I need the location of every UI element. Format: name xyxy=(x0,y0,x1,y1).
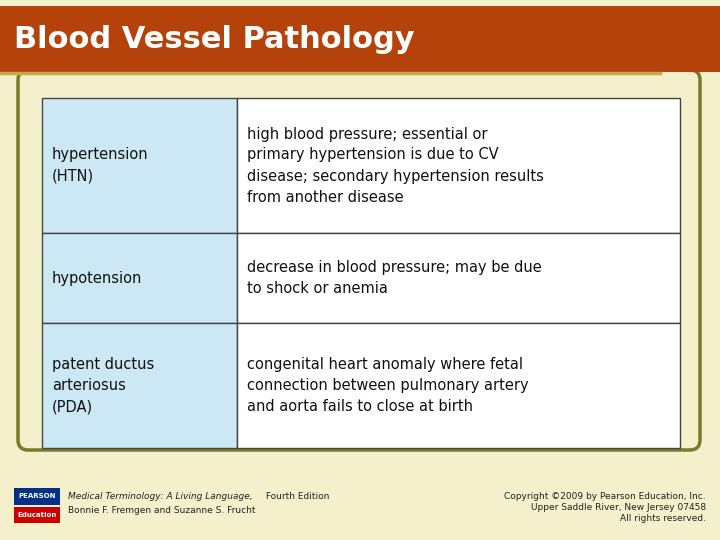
Text: Bonnie F. Fremgen and Suzanne S. Frucht: Bonnie F. Fremgen and Suzanne S. Frucht xyxy=(68,506,256,515)
Text: Blood Vessel Pathology: Blood Vessel Pathology xyxy=(14,24,415,53)
Text: Education: Education xyxy=(17,512,57,518)
Bar xyxy=(14,488,60,505)
Bar xyxy=(42,233,237,323)
Bar xyxy=(14,507,60,523)
Text: Fourth Edition: Fourth Edition xyxy=(263,492,329,501)
Bar xyxy=(0,0,720,6)
Bar xyxy=(237,323,680,448)
Text: patent ductus
arteriosus
(PDA): patent ductus arteriosus (PDA) xyxy=(52,357,154,414)
Text: decrease in blood pressure; may be due
to shock or anemia: decrease in blood pressure; may be due t… xyxy=(247,260,541,296)
Bar xyxy=(42,323,237,448)
Bar xyxy=(42,98,237,233)
Bar xyxy=(237,98,680,233)
Text: Copyright ©2009 by Pearson Education, Inc.: Copyright ©2009 by Pearson Education, In… xyxy=(505,492,706,501)
Text: high blood pressure; essential or
primary hypertension is due to CV
disease; sec: high blood pressure; essential or primar… xyxy=(247,126,544,205)
Text: Medical Terminology: A Living Language,: Medical Terminology: A Living Language, xyxy=(68,492,253,501)
Text: hypotension: hypotension xyxy=(52,271,143,286)
Bar xyxy=(0,6,720,72)
Bar xyxy=(237,233,680,323)
Text: hypertension
(HTN): hypertension (HTN) xyxy=(52,147,148,184)
FancyBboxPatch shape xyxy=(18,70,700,450)
Text: Upper Saddle River, New Jersey 07458: Upper Saddle River, New Jersey 07458 xyxy=(531,503,706,512)
Text: All rights reserved.: All rights reserved. xyxy=(620,514,706,523)
Text: PEARSON: PEARSON xyxy=(18,494,55,500)
Text: congenital heart anomaly where fetal
connection between pulmonary artery
and aor: congenital heart anomaly where fetal con… xyxy=(247,357,528,414)
